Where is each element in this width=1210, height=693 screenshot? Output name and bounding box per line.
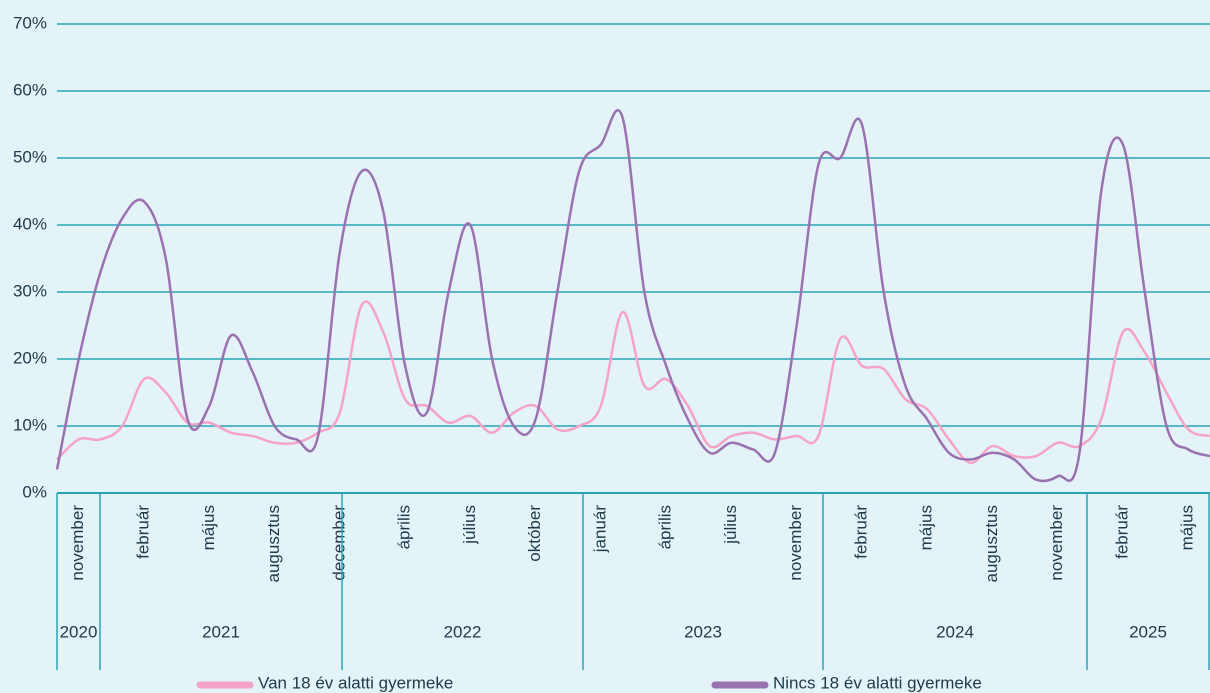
legend-label: Nincs 18 év alatti gyermeke: [773, 673, 982, 692]
x-tick-label: május: [917, 505, 936, 550]
legend-label: Van 18 év alatti gyermeke: [258, 673, 453, 692]
series-line: [55, 108, 1210, 483]
y-tick-label: 20%: [13, 348, 47, 367]
year-label: 2023: [684, 622, 722, 641]
x-tick-label: augusztus: [264, 505, 283, 583]
x-tick-label: november: [786, 505, 805, 581]
x-tick-label: február: [851, 505, 870, 559]
x-tick-label: április: [656, 505, 675, 549]
year-label: 2024: [936, 622, 974, 641]
x-tick-label: április: [395, 505, 414, 549]
y-tick-label: 0%: [22, 482, 47, 501]
x-tick-label: december: [329, 505, 348, 581]
year-label: 2022: [444, 622, 482, 641]
x-tick-label: február: [1112, 505, 1131, 559]
y-tick-label: 50%: [13, 147, 47, 166]
x-tick-label: július: [460, 505, 479, 545]
series-line: [56, 300, 1210, 465]
x-tick-label: január: [590, 505, 609, 554]
x-tick-label: november: [1047, 505, 1066, 581]
x-tick-label: május: [199, 505, 218, 550]
x-tick-label: július: [721, 505, 740, 545]
x-tick-label: augusztus: [982, 505, 1001, 583]
x-tick-label: május: [1178, 505, 1197, 550]
x-tick-label: február: [134, 505, 153, 559]
x-tick-label: november: [68, 505, 87, 581]
y-tick-label: 10%: [13, 415, 47, 434]
y-tick-label: 60%: [13, 80, 47, 99]
y-tick-label: 40%: [13, 214, 47, 233]
y-tick-label: 30%: [13, 281, 47, 300]
year-label: 2025: [1129, 622, 1167, 641]
year-label: 2020: [60, 622, 98, 641]
x-tick-label: október: [525, 505, 544, 562]
year-label: 2021: [202, 622, 240, 641]
y-tick-label: 70%: [13, 13, 47, 32]
